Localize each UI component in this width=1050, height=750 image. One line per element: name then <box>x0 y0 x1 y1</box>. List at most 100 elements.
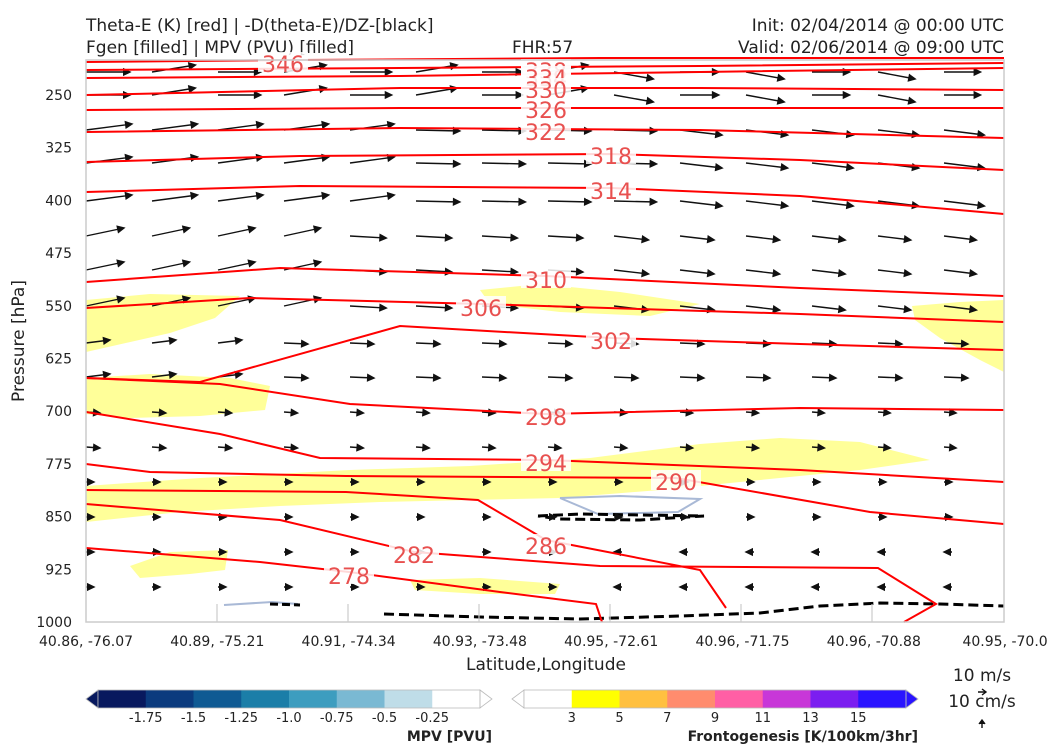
mpv-colorbar: -1.75 -1.5 -1.25 -1.0 -0.75 -0.5 -0.25 <box>85 689 493 726</box>
wind-arrow-93 <box>679 269 716 278</box>
fgen-colorbar-tick-5: 13 <box>802 711 819 726</box>
theta-e-label-298: 298 <box>525 406 567 431</box>
wind-arrow-160 <box>481 443 497 452</box>
x-tick-6: 40.96, -70.88 <box>827 634 921 650</box>
wind-arrow-56 <box>85 191 134 202</box>
wind-arrow-101 <box>283 295 323 307</box>
wind-arrow-139 <box>943 373 970 382</box>
y-tick-475: 475 <box>45 246 72 262</box>
y-tick-1000: 1000 <box>36 615 72 631</box>
mpv-colorbar-outline <box>97 689 481 709</box>
wind-arrow-199 <box>284 547 294 557</box>
wind-arrow-196 <box>86 547 96 557</box>
wind-arrow-121 <box>679 339 706 348</box>
wind-arrow-211 <box>152 582 162 592</box>
mpv-colorbar-swatch-0 <box>98 690 147 708</box>
fgen-colorbar-swatch-2 <box>619 690 668 708</box>
mpv-colorbar-swatch-6 <box>384 690 433 708</box>
wind-arrow-176 <box>614 477 624 487</box>
wind-arrow-28 <box>85 120 134 131</box>
mpv-colorbar-swatch-5 <box>336 690 385 708</box>
fgen-region-1 <box>480 284 700 316</box>
wind-arrow-207 <box>810 547 820 557</box>
mpv-colorbar-tick-2: -1.25 <box>224 711 258 726</box>
wind-arrow-65 <box>679 200 724 210</box>
wind-arrow-217 <box>548 582 558 592</box>
wind-arrow-189 <box>548 512 558 522</box>
wind-arrow-200 <box>350 547 360 557</box>
wind-arrow-113 <box>151 336 178 345</box>
wind-arrow-145 <box>415 408 431 417</box>
wind-arrow-30 <box>217 120 265 131</box>
y-tick-550: 550 <box>45 299 72 315</box>
wind-arrow-222 <box>876 582 886 592</box>
wind-arrow-183 <box>152 512 162 522</box>
mpv-colorbar-tick-1: -1.5 <box>181 711 206 726</box>
wind-arrow-179 <box>812 477 822 487</box>
wind-arrow-166 <box>877 443 892 452</box>
wind-arrow-75 <box>415 233 454 242</box>
wind-arrow-191 <box>680 512 690 522</box>
fgen-colorbar-swatch-3 <box>667 690 716 708</box>
theta-e-label-310: 310 <box>525 269 567 294</box>
wind-arrow-185 <box>284 512 294 522</box>
wind-arrow-164 <box>745 443 761 452</box>
wind-arrow-95 <box>811 269 847 278</box>
wind-arrow-169 <box>152 477 162 487</box>
wind-arrow-77 <box>547 233 585 242</box>
wind-arrow-78 <box>613 235 651 244</box>
wind-arrow-193 <box>812 512 822 522</box>
wind-arrow-115 <box>283 339 310 348</box>
theta-e-label-326: 326 <box>525 99 567 124</box>
wind-arrow-132 <box>481 373 508 382</box>
wind-arrow-82 <box>877 235 913 244</box>
wind-arrow-103 <box>415 303 454 312</box>
fgen-colorbar-tick-2: 7 <box>663 711 671 726</box>
wind-arrow-16 <box>218 90 263 100</box>
wind-arrow-18 <box>350 90 394 100</box>
wind-arrow-216 <box>482 582 492 592</box>
wind-arrow-90 <box>481 267 520 276</box>
wind-arrow-97 <box>943 269 979 278</box>
wind-arrow-143 <box>283 408 300 417</box>
wind-arrow-57 <box>151 191 200 202</box>
x-tick-7: 40.95, -70.0 <box>962 634 1047 650</box>
wind-arrow-114 <box>217 336 244 345</box>
wind-arrow-24 <box>745 94 786 105</box>
wind-arrow-170 <box>218 477 228 487</box>
theta-e-labels: 3463383343303263223183143103063022982942… <box>258 52 701 590</box>
wind-arrow-206 <box>744 547 754 557</box>
y-axis-ticks: 250 325 400 475 550 625 700 775 850 925 1000 <box>36 88 72 631</box>
wind-arrow-13 <box>944 67 983 77</box>
mpv-colorbar-swatch-4 <box>289 690 338 708</box>
wind-arrow-213 <box>284 582 294 592</box>
chart-title-line1: Theta-E (K) [red] | -D(theta-E)/DZ-[blac… <box>86 16 434 36</box>
wind-arrow-119 <box>547 339 574 348</box>
wind-arrow-1 <box>151 62 198 73</box>
wind-arrow-138 <box>877 373 904 382</box>
x-tick-3: 40.93, -73.48 <box>433 634 527 650</box>
wind-arrow-98 <box>85 295 126 307</box>
wind-arrow-118 <box>481 339 508 348</box>
wind-arrow-129 <box>283 373 310 382</box>
wind-arrow-53 <box>811 162 855 172</box>
wind-arrow-85 <box>151 259 192 271</box>
wind-arrow-96 <box>877 269 913 278</box>
wind-arrow-102 <box>349 303 388 312</box>
theta-e-label-bg-314 <box>586 179 636 199</box>
wind-arrow-80 <box>745 235 782 244</box>
fgen-colorbar-swatch-1 <box>571 690 620 708</box>
wind-arrow-218 <box>612 582 622 592</box>
wind-arrow-152 <box>877 408 892 417</box>
valid-time: Valid: 02/06/2014 @ 09:00 UTC <box>738 38 1004 58</box>
wind-arrow-94 <box>745 269 782 278</box>
wind-arrow-205 <box>678 547 688 557</box>
wind-arrow-60 <box>349 191 396 202</box>
mpv-colorbar-tick-4: -0.75 <box>320 711 354 726</box>
wind-arrow-22 <box>613 94 656 105</box>
wind-arrow-220 <box>744 582 754 592</box>
wind-arrow-111 <box>943 305 979 314</box>
theta-e-contour-346 <box>85 57 1004 63</box>
wind-arrow-126 <box>85 370 112 379</box>
mpv-colorbar-swatch-7 <box>432 690 481 708</box>
